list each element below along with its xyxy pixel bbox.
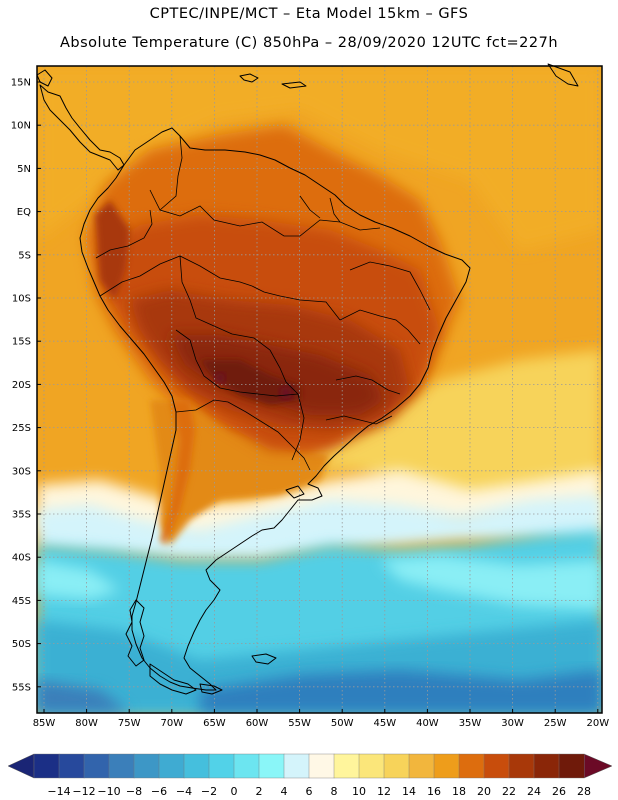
colorbar-label: 18 bbox=[452, 785, 466, 798]
latitude-axis: 15N 10N 5N EQ 5S 10S 15S 20S 25S 30S 35S 40S 45S 50S 5… bbox=[11, 78, 41, 693]
lat-label: 40S bbox=[12, 553, 31, 564]
lat-label: 15S bbox=[12, 337, 31, 348]
temperature-colorbar: −14 −12 −10 −8 −6 −4 −2 0 2 4 6 8 10 12 14 16 18 20 22 24 26… bbox=[7, 753, 613, 798]
map-title-line2: Absolute Temperature (C) 850hPa – 28/09/… bbox=[59, 35, 559, 51]
colorbar-swatch bbox=[283, 753, 310, 779]
colorbar-label: −14 bbox=[47, 785, 70, 798]
colorbar-high-arrow bbox=[583, 753, 613, 779]
colorbar-label: −8 bbox=[126, 785, 142, 798]
lat-label: EQ bbox=[17, 207, 31, 218]
colorbar-label: −10 bbox=[97, 785, 120, 798]
country-borders bbox=[95, 135, 431, 471]
lon-label: 80W bbox=[75, 718, 98, 729]
lat-label: 5N bbox=[17, 164, 31, 175]
colorbar-swatch bbox=[158, 753, 185, 779]
colorbar-label: −6 bbox=[151, 785, 167, 798]
colorbar-swatch bbox=[83, 753, 110, 779]
lat-label: 10S bbox=[12, 294, 31, 305]
colorbar-swatch bbox=[308, 753, 335, 779]
colorbar-swatch bbox=[533, 753, 560, 779]
colorbar-swatch bbox=[383, 753, 410, 779]
colorbar-swatch bbox=[458, 753, 485, 779]
lat-label: 50S bbox=[12, 639, 31, 650]
lon-label: 65W bbox=[203, 718, 226, 729]
lon-label: 70W bbox=[160, 718, 183, 729]
colorbar-label: 16 bbox=[427, 785, 441, 798]
colorbar-label: 12 bbox=[377, 785, 391, 798]
colorbar-swatch bbox=[183, 753, 210, 779]
lat-label: 55S bbox=[12, 682, 31, 693]
lon-label: 25W bbox=[544, 718, 567, 729]
colorbar-label: −4 bbox=[176, 785, 192, 798]
lon-label: 55W bbox=[288, 718, 311, 729]
colorbar-label: 26 bbox=[552, 785, 566, 798]
lon-label: 30W bbox=[501, 718, 524, 729]
colorbar-label: 28 bbox=[577, 785, 591, 798]
colorbar-swatch bbox=[233, 753, 260, 779]
temperature-field bbox=[37, 66, 602, 713]
lon-label: 60W bbox=[246, 718, 269, 729]
colorbar-label: 6 bbox=[306, 785, 313, 798]
colorbar-label: 8 bbox=[331, 785, 338, 798]
colorbar-swatch bbox=[408, 753, 435, 779]
colorbar-label: 20 bbox=[477, 785, 491, 798]
lat-label: 45S bbox=[12, 596, 31, 607]
colorbar-label: 14 bbox=[402, 785, 416, 798]
colorbar-label: 10 bbox=[352, 785, 366, 798]
colorbar-swatch bbox=[208, 753, 235, 779]
colorbar-label: 24 bbox=[527, 785, 541, 798]
colorbar-swatch bbox=[558, 753, 585, 779]
lon-label: 50W bbox=[331, 718, 354, 729]
colorbar-label: 22 bbox=[502, 785, 516, 798]
colorbar-label: 4 bbox=[281, 785, 288, 798]
colorbar-swatch bbox=[133, 753, 160, 779]
lon-label: 40W bbox=[416, 718, 439, 729]
colorbar-swatch bbox=[258, 753, 285, 779]
colorbar-low-arrow bbox=[7, 753, 35, 779]
map-title-line1: CPTEC/INPE/MCT – Eta Model 15km – GFS bbox=[149, 6, 469, 22]
lat-label: 15N bbox=[11, 78, 31, 89]
colorbar-swatch bbox=[108, 753, 135, 779]
colorbar-swatch bbox=[483, 753, 510, 779]
colorbar-label: 2 bbox=[256, 785, 263, 798]
colorbar-swatch bbox=[433, 753, 460, 779]
lat-label: 35S bbox=[12, 510, 31, 521]
colorbar-swatch bbox=[358, 753, 385, 779]
lat-label: 20S bbox=[12, 380, 31, 391]
lon-label: 75W bbox=[118, 718, 141, 729]
colorbar-swatch bbox=[333, 753, 360, 779]
colorbar-label: 0 bbox=[231, 785, 238, 798]
longitude-axis: 85W 80W 75W 70W 65W 60W 55W 50W 45W 40W 35W 30W 25W 2… bbox=[33, 709, 609, 729]
lat-label: 30S bbox=[12, 466, 31, 477]
colorbar-swatch bbox=[33, 753, 60, 779]
map-frame bbox=[36, 65, 603, 714]
colorbar-swatch bbox=[508, 753, 535, 779]
colorbar-label: −12 bbox=[72, 785, 95, 798]
colorbar-label: −2 bbox=[201, 785, 217, 798]
lat-label: 5S bbox=[18, 250, 31, 261]
lat-label: 10N bbox=[11, 121, 31, 132]
lon-label: 20W bbox=[586, 718, 609, 729]
coastline bbox=[36, 63, 579, 695]
lat-label: 25S bbox=[12, 423, 31, 434]
lon-label: 45W bbox=[373, 718, 396, 729]
colorbar-swatch bbox=[58, 753, 85, 779]
lon-label: 35W bbox=[459, 718, 482, 729]
lon-label: 85W bbox=[33, 718, 56, 729]
